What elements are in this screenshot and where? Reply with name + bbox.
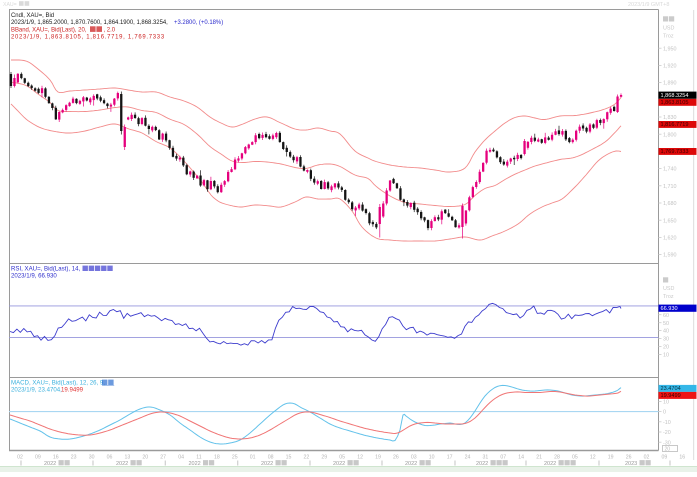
- svg-text:2023/1/9, 66.930: 2023/1/9, 66.930: [11, 273, 57, 280]
- svg-text:1,650: 1,650: [663, 218, 677, 224]
- svg-text:2022: 2022: [544, 461, 556, 467]
- svg-text:2022: 2022: [261, 461, 273, 467]
- svg-text:19: 19: [375, 454, 381, 460]
- svg-text:23: 23: [71, 454, 77, 460]
- svg-text:24: 24: [465, 454, 471, 460]
- svg-text:17: 17: [447, 454, 453, 460]
- svg-text:06: 06: [107, 454, 113, 460]
- svg-text:-10: -10: [663, 420, 671, 426]
- svg-text:11: 11: [196, 454, 201, 460]
- svg-text:16: 16: [53, 454, 59, 460]
- svg-text:2023/1/9 GMT+8: 2023/1/9 GMT+8: [628, 2, 669, 8]
- svg-text:0: 0: [663, 410, 666, 416]
- svg-text:02: 02: [644, 454, 650, 460]
- svg-text:03: 03: [411, 454, 417, 460]
- svg-text:1,868.3254: 1,868.3254: [661, 93, 689, 99]
- svg-text:XAU=: XAU=: [3, 2, 17, 8]
- svg-text:20: 20: [663, 345, 669, 351]
- svg-text:40: 40: [663, 329, 669, 335]
- svg-text:1,620: 1,620: [663, 236, 677, 242]
- svg-text:1,710: 1,710: [663, 184, 677, 190]
- svg-text:01: 01: [250, 454, 256, 460]
- svg-text:04: 04: [178, 454, 184, 460]
- svg-text:18: 18: [214, 454, 220, 460]
- svg-text:26: 26: [626, 454, 632, 460]
- svg-text:2022: 2022: [44, 461, 56, 467]
- svg-text:26: 26: [393, 454, 399, 460]
- svg-text:31: 31: [483, 454, 489, 460]
- svg-text:2023/1/9, 23.4704,: 2023/1/9, 23.4704,: [11, 387, 62, 394]
- svg-text:30: 30: [663, 337, 669, 343]
- svg-text:66.930: 66.930: [661, 306, 678, 312]
- svg-text:2023/1/9, 1,865.2000, 1,870.76: 2023/1/9, 1,865.2000, 1,870.7600, 1,864.…: [11, 20, 168, 26]
- svg-text:10: 10: [429, 454, 435, 460]
- svg-text:05: 05: [339, 454, 345, 460]
- svg-text:29: 29: [321, 454, 327, 460]
- svg-text:23.4704: 23.4704: [661, 386, 681, 392]
- svg-text:08: 08: [268, 454, 274, 460]
- svg-text:MACD, XAU=, Bid(Last), 12, 26,: MACD, XAU=, Bid(Last), 12, 26, 9,: [11, 380, 105, 387]
- svg-text:12: 12: [357, 454, 363, 460]
- svg-text:12: 12: [590, 454, 596, 460]
- svg-text:19.9499: 19.9499: [61, 387, 84, 394]
- svg-text:30: 30: [89, 454, 95, 460]
- svg-text:1,800: 1,800: [663, 132, 677, 138]
- svg-text:14: 14: [518, 454, 524, 460]
- svg-text:, 2.0: , 2.0: [104, 27, 116, 33]
- svg-text:2022: 2022: [189, 461, 201, 467]
- svg-text:22: 22: [304, 454, 310, 460]
- svg-text:1,920: 1,920: [663, 64, 677, 70]
- svg-text:25: 25: [232, 454, 238, 460]
- svg-text:20: 20: [142, 454, 148, 460]
- svg-text:60: 60: [663, 313, 669, 319]
- svg-text:05: 05: [572, 454, 578, 460]
- svg-text:USD: USD: [663, 286, 674, 292]
- svg-text:RSI, XAU=, Bid(Last), 14,: RSI, XAU=, Bid(Last), 14,: [11, 266, 81, 273]
- svg-text:Troz: Troz: [663, 294, 674, 300]
- svg-text:2022: 2022: [116, 461, 128, 467]
- svg-text:19: 19: [608, 454, 614, 460]
- svg-text:27: 27: [160, 454, 166, 460]
- svg-text:10: 10: [663, 353, 669, 359]
- svg-text:09: 09: [662, 454, 668, 460]
- svg-text:16: 16: [679, 454, 685, 460]
- svg-text:1,863.8105: 1,863.8105: [661, 100, 689, 106]
- svg-text:1,816.7719: 1,816.7719: [661, 122, 689, 128]
- svg-text:10: 10: [663, 400, 669, 406]
- svg-text:USD: USD: [663, 26, 674, 32]
- svg-text:Cndl, XAU=, Bid: Cndl, XAU=, Bid: [11, 13, 54, 19]
- svg-text:15: 15: [286, 454, 292, 460]
- svg-text:-30: -30: [663, 440, 671, 446]
- svg-text:+3.2800, (+0.18%): +3.2800, (+0.18%): [174, 20, 223, 26]
- svg-text:1,950: 1,950: [663, 46, 677, 52]
- svg-text:-20: -20: [663, 430, 671, 436]
- svg-text:2022: 2022: [333, 461, 345, 467]
- svg-text:1,830: 1,830: [663, 115, 677, 121]
- svg-text:20: 20: [665, 447, 671, 453]
- svg-text:BBand, XAU=, Bid(Last), 20,: BBand, XAU=, Bid(Last), 20,: [11, 27, 87, 33]
- svg-text:2023: 2023: [625, 461, 637, 467]
- svg-text:28: 28: [554, 454, 560, 460]
- svg-text:1,680: 1,680: [663, 201, 677, 207]
- svg-text:Troz: Troz: [663, 34, 674, 40]
- svg-text:2023/1/9, 1,863.8105, 1,816.77: 2023/1/9, 1,863.8105, 1,816.7719, 1,769.…: [11, 35, 165, 41]
- svg-text:02: 02: [17, 454, 23, 460]
- svg-text:07: 07: [500, 454, 506, 460]
- svg-text:1,890: 1,890: [663, 81, 677, 87]
- svg-text:2022: 2022: [476, 461, 488, 467]
- svg-text:1,590: 1,590: [663, 253, 677, 259]
- svg-text:21: 21: [536, 454, 542, 460]
- svg-text:19.9499: 19.9499: [661, 393, 681, 399]
- svg-text:09: 09: [35, 454, 41, 460]
- svg-text:1,769.7333: 1,769.7333: [661, 149, 689, 155]
- svg-text:50: 50: [663, 321, 669, 327]
- svg-text:13: 13: [125, 454, 131, 460]
- svg-text:2022: 2022: [405, 461, 417, 467]
- svg-text:1,740: 1,740: [663, 167, 677, 173]
